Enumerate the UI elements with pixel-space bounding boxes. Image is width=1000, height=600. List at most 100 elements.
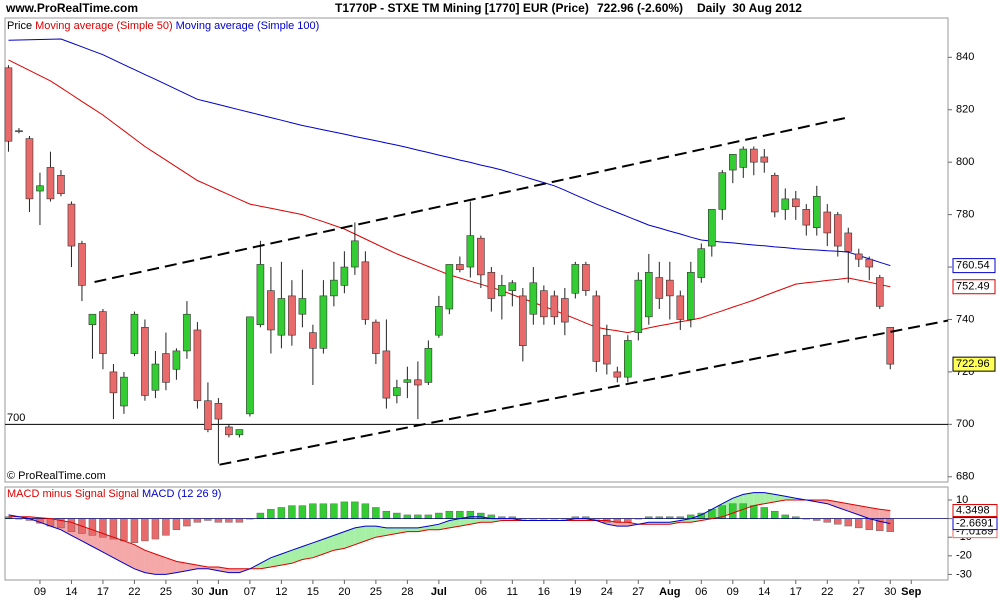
candle-body — [760, 156, 769, 163]
histogram-bar — [361, 503, 370, 519]
candle-body — [382, 350, 391, 399]
histogram-bar — [382, 510, 391, 519]
y-tick-label: 700 — [956, 418, 974, 430]
candle-body — [603, 334, 611, 365]
candle-body — [456, 264, 464, 270]
x-tick-label: 19 — [569, 586, 581, 598]
last-price: 722.96 (-2.60%) — [597, 1, 683, 15]
candle-body — [372, 321, 380, 354]
candle-body — [225, 426, 233, 436]
histogram-bar — [330, 503, 338, 519]
candle-body — [340, 266, 349, 286]
x-tick-label: 14 — [65, 586, 77, 598]
x-tick-label: 12 — [275, 586, 287, 598]
macd-line — [8, 499, 891, 570]
x-tick-label: 14 — [758, 586, 770, 598]
price-panel — [4, 17, 949, 483]
histogram-bar — [130, 518, 139, 543]
candle-body — [183, 313, 191, 352]
histogram-bar — [141, 518, 149, 542]
histogram-bar — [729, 503, 737, 519]
macd-signal-fill — [165, 557, 177, 575]
candle-body — [865, 258, 874, 268]
histogram-bar — [844, 518, 852, 527]
candle-body — [739, 148, 748, 168]
candle-body — [791, 198, 800, 208]
x-tick-label: 24 — [601, 586, 613, 598]
x-tick-label: 06 — [475, 586, 487, 598]
candle-body — [466, 235, 475, 268]
value-tag — [952, 517, 998, 531]
moving-average — [8, 38, 891, 267]
candle-body — [708, 209, 716, 247]
candle-body — [477, 237, 485, 276]
x-tick-label: 06 — [695, 586, 707, 598]
macd-signal-fill — [123, 540, 135, 569]
candle-body — [571, 264, 580, 294]
candle-body — [193, 329, 202, 402]
y-tick-label: 820 — [956, 104, 974, 116]
legend-hist: MACD minus Signal — [7, 488, 105, 500]
candle-body — [36, 185, 44, 192]
value-tag — [952, 258, 996, 274]
candle-body — [277, 298, 286, 336]
trend-line — [219, 319, 949, 466]
candle-body — [550, 295, 559, 318]
candle-body — [298, 298, 307, 315]
macd-signal-fill — [323, 535, 334, 554]
x-tick-label: 20 — [338, 586, 350, 598]
macd-signal-fill — [281, 550, 292, 566]
histogram-bar — [172, 518, 181, 530]
candle-body — [403, 379, 412, 383]
macd-signal-fill — [753, 492, 765, 506]
candle-body — [162, 353, 170, 383]
candle-body — [655, 277, 664, 299]
value-tag-label: -2.6691 — [956, 517, 993, 529]
candle-body — [781, 198, 790, 210]
x-tick-label: 16 — [538, 586, 550, 598]
histogram-bar — [393, 512, 401, 519]
candle-body — [15, 130, 23, 133]
candle-body — [812, 195, 821, 229]
histogram-bar — [739, 503, 747, 519]
macd-signal-fill — [333, 531, 345, 551]
histogram-bar — [781, 514, 789, 519]
trend-line — [94, 116, 849, 283]
candle-body — [875, 277, 884, 307]
candle-body — [519, 295, 527, 346]
histogram-bar — [771, 510, 779, 519]
candle-body — [99, 311, 107, 354]
histogram-bar — [235, 518, 244, 523]
credit: © ProRealTime.com — [7, 470, 106, 482]
histogram-bar — [151, 518, 160, 540]
price-legend: Price Moving average (Simple 50) Moving av… — [7, 20, 319, 32]
histogram-bar — [88, 518, 97, 536]
legend-macd: MACD (12 26 9) — [142, 488, 221, 500]
candle-body — [319, 295, 328, 349]
value-tag — [952, 504, 998, 518]
macd-signal-fill — [837, 501, 849, 512]
macd-signal-fill — [375, 526, 387, 538]
candle-body — [57, 174, 65, 194]
candle-body — [886, 327, 895, 365]
histogram-bar — [477, 512, 485, 519]
candle-body — [802, 209, 811, 226]
macd-signal-fill — [438, 520, 450, 530]
macd-signal-fill — [302, 542, 313, 560]
y-tick-label: -20 — [956, 550, 972, 562]
x-tick-label: 30 — [884, 586, 896, 598]
candle-body — [854, 253, 863, 260]
x-tick-label: Jun — [209, 586, 229, 598]
x-tick-label: 15 — [307, 586, 319, 598]
histogram-bar — [403, 514, 412, 519]
candle-body — [172, 350, 181, 370]
x-tick-label: 07 — [244, 586, 256, 598]
candle-body — [634, 279, 643, 333]
histogram-bar — [865, 518, 873, 530]
macd-signal-fill — [869, 507, 880, 522]
candle-body — [414, 379, 422, 386]
y-tick-label: 800 — [956, 156, 974, 168]
candle-body — [214, 403, 223, 420]
histogram-bar — [225, 518, 233, 523]
candle-body — [4, 67, 13, 142]
